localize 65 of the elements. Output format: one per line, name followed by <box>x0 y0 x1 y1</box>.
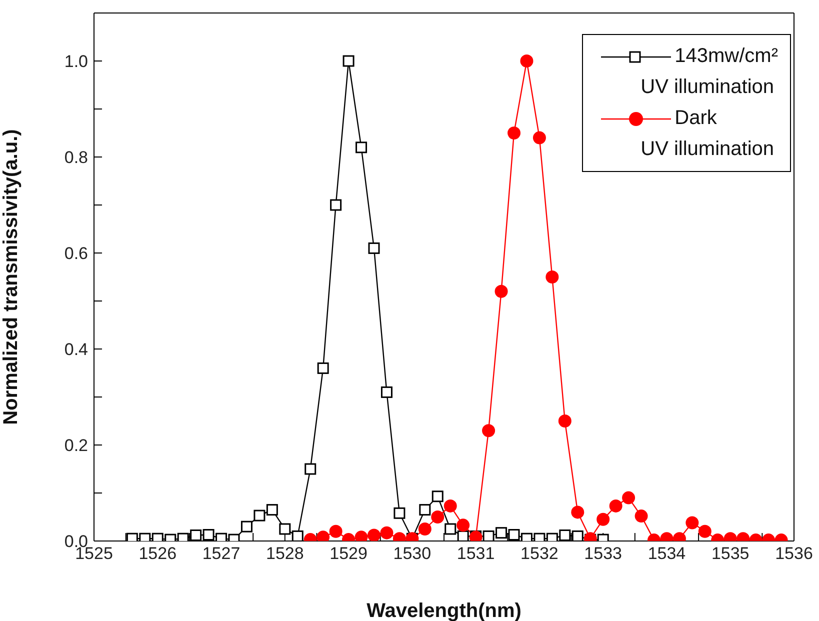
legend-label: 143mw/cm² UV illumination <box>640 45 778 98</box>
point <box>202 529 214 541</box>
y-tick-label: 0.2 <box>64 436 88 456</box>
x-tick-label: 1526 <box>138 544 177 564</box>
x-axis-title: Wavelength(nm) <box>366 600 522 621</box>
point <box>190 529 202 541</box>
point <box>240 520 252 532</box>
x-tick-label: 1529 <box>330 544 368 564</box>
point <box>368 242 380 254</box>
point <box>380 526 394 540</box>
point <box>494 284 508 298</box>
point <box>520 54 534 68</box>
point <box>254 510 266 522</box>
point <box>596 512 610 526</box>
point <box>686 516 699 530</box>
point <box>292 530 304 541</box>
y-tick-label: 1.0 <box>64 52 88 72</box>
point <box>431 510 444 524</box>
y-tick-label: 0.6 <box>64 244 88 264</box>
point <box>432 490 444 502</box>
point <box>356 142 368 154</box>
point <box>508 126 520 140</box>
x-tick-label: 1534 <box>648 544 686 564</box>
point <box>622 491 636 504</box>
x-tick-label: 1533 <box>584 544 622 564</box>
point <box>558 414 572 428</box>
point <box>279 523 291 535</box>
x-tick-label: 1536 <box>775 544 813 564</box>
point <box>444 499 457 512</box>
x-tick-label: 1531 <box>456 544 495 564</box>
x-tick-label: 1530 <box>393 544 432 564</box>
x-tick-label: 1528 <box>266 544 304 564</box>
point <box>559 529 571 541</box>
point <box>317 362 329 374</box>
point <box>572 530 584 541</box>
x-tick-label: 1535 <box>711 544 750 564</box>
point <box>419 504 431 516</box>
point <box>329 524 342 538</box>
legend-label: Dark UV illumination <box>640 107 774 160</box>
point <box>368 528 380 541</box>
point <box>304 463 316 475</box>
point <box>266 504 278 516</box>
point <box>698 524 712 538</box>
point <box>496 527 508 539</box>
point <box>457 530 469 541</box>
point <box>330 199 342 211</box>
point <box>444 523 456 535</box>
point <box>546 270 559 284</box>
point <box>456 518 470 532</box>
point <box>342 55 354 67</box>
point <box>482 530 494 541</box>
point <box>394 507 406 519</box>
point <box>571 506 584 519</box>
y-axis-title: Normalized transmissivity(a.u.) <box>0 129 22 425</box>
point <box>418 522 432 536</box>
x-tick-label: 1532 <box>520 544 558 564</box>
point <box>482 424 496 438</box>
y-tick-label: 0.8 <box>64 148 88 168</box>
x-tick-label: 1527 <box>202 544 240 564</box>
y-tick-label: 0.4 <box>64 340 88 360</box>
point <box>609 499 622 512</box>
point <box>508 529 520 541</box>
point <box>532 131 546 144</box>
point <box>634 510 648 523</box>
point <box>380 386 392 398</box>
